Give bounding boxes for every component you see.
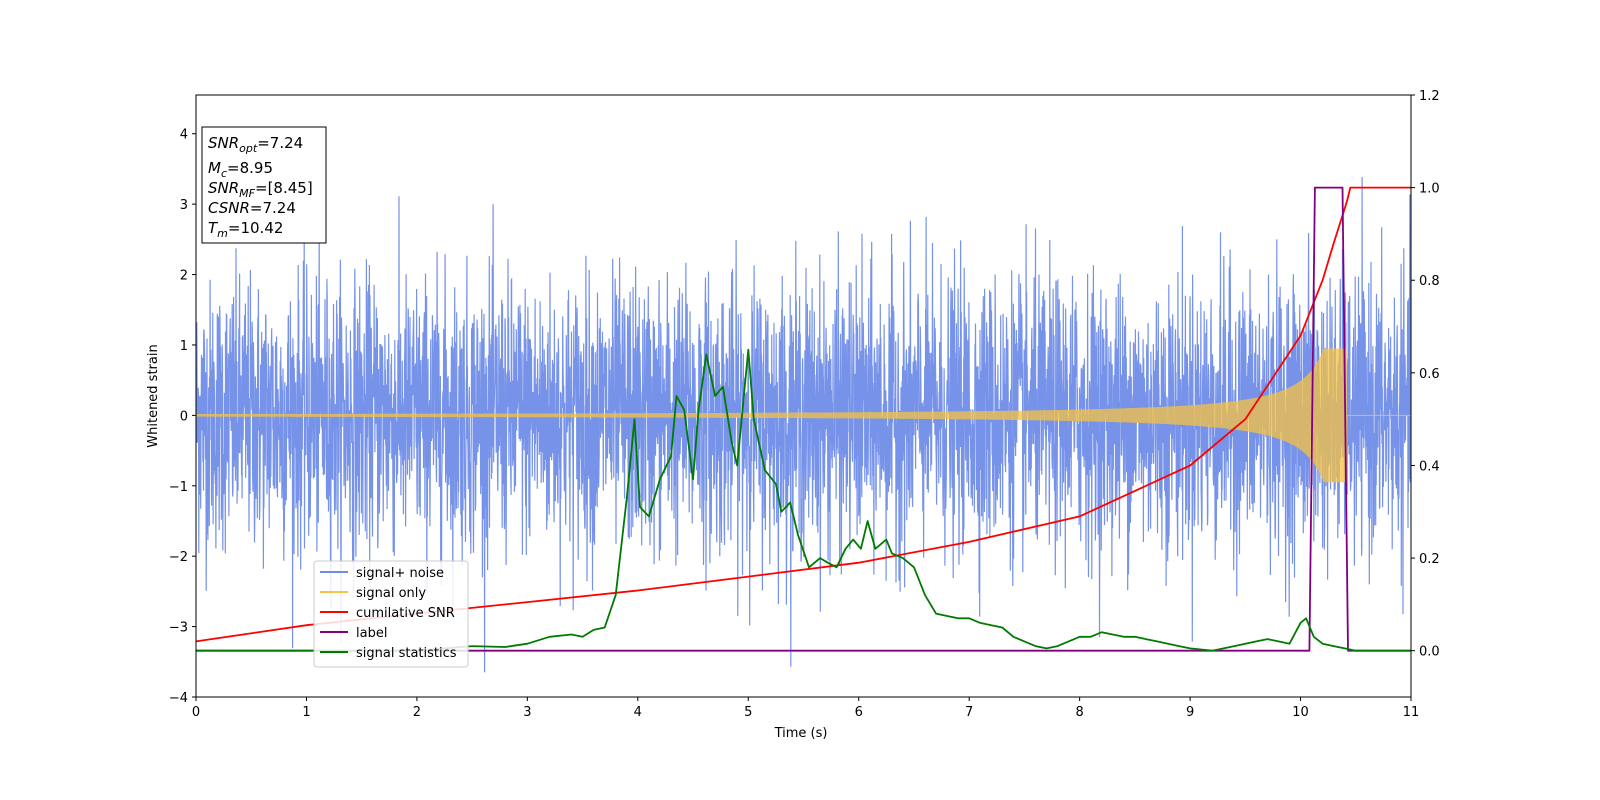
y-tick-label: 2: [180, 269, 188, 284]
cumulative-snr-line: [196, 186, 1411, 643]
signal-only-series: [196, 348, 1411, 483]
x-axis: 0 1 2 3 4 5 6 7 8 9 10 11: [192, 697, 1419, 720]
annotation-csnr: CSNR=7.24: [208, 199, 296, 217]
y2-tick-label: 1.0: [1419, 182, 1440, 197]
x-tick-label: 10: [1292, 705, 1309, 720]
y-tick-label: 0: [180, 409, 188, 424]
y-axis-title: Whitened strain: [146, 344, 161, 447]
plot-frame: [195, 94, 1412, 698]
annotation-snr-opt: SNRopt=7.24: [208, 134, 303, 155]
y-axis-left: −4 −3 −2 −1 0 1 2 3 4: [169, 128, 196, 706]
legend-label-label: label: [356, 626, 387, 641]
x-axis-title: Time (s): [774, 726, 828, 741]
legend-label-signal-statistics: signal statistics: [356, 646, 457, 661]
y2-tick-label: 0.6: [1419, 367, 1440, 382]
x-tick-label: 6: [855, 705, 863, 720]
x-tick-label: 4: [634, 705, 642, 720]
x-tick-label: 7: [965, 705, 973, 720]
y2-tick-label: 0.4: [1419, 459, 1440, 474]
y-tick-label: −2: [169, 550, 188, 565]
legend-label-cumulative-snr: cumilative SNR: [356, 606, 455, 621]
legend-item-label: label: [320, 626, 387, 641]
y2-tick-label: 0.0: [1419, 645, 1440, 660]
stats-annotation: SNRopt=7.24 Mc=8.95 SNRMF=[8.45] CSNR=7.…: [201, 126, 327, 244]
x-tick-label: 1: [302, 705, 310, 720]
legend-item-cumulative-snr: cumilative SNR: [320, 606, 455, 621]
y-tick-label: 3: [180, 198, 188, 213]
legend-label-signal-only: signal only: [356, 586, 426, 601]
annotation-tm: Tm=10.42: [208, 219, 283, 240]
y-tick-label: 1: [180, 339, 188, 354]
y2-tick-label: 0.8: [1419, 274, 1440, 289]
y-tick-label: 4: [180, 128, 188, 143]
signal-only-line: [196, 348, 1411, 483]
x-tick-label: 2: [413, 705, 421, 720]
legend-item-signal-only: signal only: [320, 586, 426, 601]
x-tick-label: 3: [523, 705, 531, 720]
legend-item-signal-statistics: signal statistics: [320, 646, 457, 661]
legend-box: [313, 560, 469, 668]
y-axis-right: 0.0 0.2 0.4 0.6 0.8 1.0 1.2: [1411, 89, 1440, 660]
x-tick-label: 0: [192, 705, 200, 720]
x-tick-label: 8: [1075, 705, 1083, 720]
annotation-mc: Mc=8.95: [208, 159, 273, 180]
x-tick-label: 9: [1186, 705, 1194, 720]
annotation-snr-mf: SNRMF=[8.45]: [208, 179, 313, 200]
legend: signal+ noise signal only cumilative SNR…: [313, 560, 469, 668]
y-tick-label: −3: [169, 621, 188, 636]
y2-tick-label: 1.2: [1419, 89, 1440, 104]
x-tick-label: 5: [744, 705, 752, 720]
legend-label-signal-noise: signal+ noise: [356, 566, 444, 581]
y-tick-label: −1: [169, 480, 188, 495]
legend-item-signal-noise: signal+ noise: [320, 566, 444, 581]
y-tick-label: −4: [169, 691, 188, 706]
right-axis-series: [196, 186, 1411, 652]
signal-statistics-line: [196, 348, 1411, 652]
x-tick-label: 11: [1403, 705, 1420, 720]
stats-annotation-box: [201, 126, 327, 244]
y2-tick-label: 0.2: [1419, 552, 1440, 567]
